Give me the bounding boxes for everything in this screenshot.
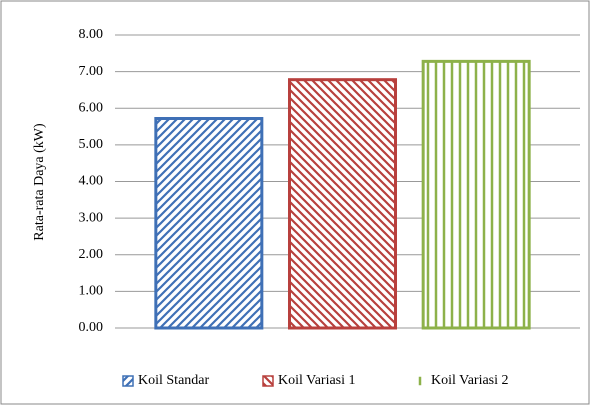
legend-label: Koil Variasi 1: [278, 373, 356, 388]
y-tick-label: 7.00: [79, 64, 104, 79]
legend-label: Koil Standar: [138, 373, 209, 388]
bar: [421, 59, 531, 330]
legend-swatch: [122, 375, 134, 387]
y-tick-label: 8.00: [79, 27, 104, 42]
bar: [288, 78, 397, 330]
bar: [154, 117, 264, 330]
y-tick-label: 6.00: [79, 100, 104, 115]
y-axis-label: Rata-rata Daya (kW): [32, 123, 47, 241]
legend-item: Koil Variasi 2: [415, 373, 509, 388]
y-tick-label: 4.00: [79, 174, 104, 189]
legend-item: Koil Variasi 1: [262, 373, 356, 388]
y-tick-label: 0.00: [79, 320, 104, 335]
y-tick-label: 3.00: [79, 210, 104, 225]
legend-swatch: [262, 375, 274, 387]
legend-item: Koil Standar: [122, 373, 209, 388]
y-tick-label: 5.00: [79, 137, 104, 152]
legend-label: Koil Variasi 2: [431, 373, 509, 388]
legend-swatch: [415, 375, 427, 387]
y-tick-label: 1.00: [79, 284, 104, 299]
y-tick-label: 2.00: [79, 247, 104, 262]
